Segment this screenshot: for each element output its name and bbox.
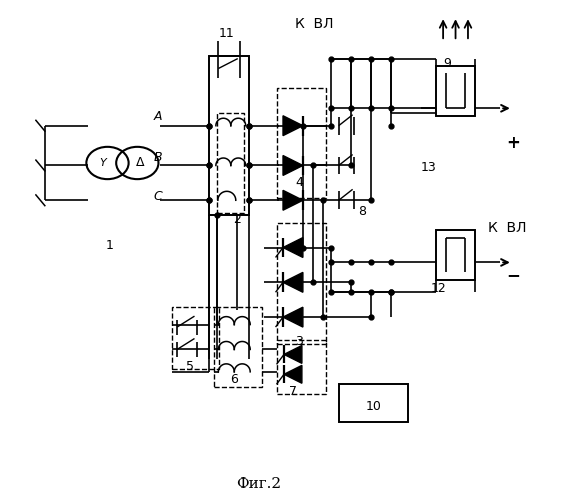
Bar bbox=[339, 384, 408, 422]
Bar bbox=[214, 307, 262, 386]
Text: 2: 2 bbox=[233, 212, 241, 226]
Text: −: − bbox=[506, 266, 520, 284]
Text: C: C bbox=[153, 190, 162, 203]
Polygon shape bbox=[284, 366, 302, 384]
Bar bbox=[436, 66, 475, 116]
Bar bbox=[277, 340, 326, 394]
Text: +: + bbox=[506, 134, 520, 152]
Text: 9: 9 bbox=[443, 57, 451, 70]
Bar bbox=[217, 114, 244, 212]
Text: 6: 6 bbox=[231, 373, 238, 386]
Polygon shape bbox=[283, 190, 303, 210]
Text: 3: 3 bbox=[295, 336, 303, 348]
Polygon shape bbox=[283, 272, 303, 292]
Text: 4: 4 bbox=[295, 176, 303, 190]
Text: 10: 10 bbox=[366, 400, 382, 413]
Polygon shape bbox=[283, 116, 303, 136]
Text: 5: 5 bbox=[186, 360, 194, 374]
Bar bbox=[210, 56, 249, 215]
Bar bbox=[172, 307, 219, 370]
Text: 12: 12 bbox=[431, 282, 446, 296]
Text: 13: 13 bbox=[420, 162, 436, 174]
Text: Δ: Δ bbox=[136, 156, 144, 170]
Text: К  ВЛ: К ВЛ bbox=[488, 220, 527, 234]
Polygon shape bbox=[283, 307, 303, 327]
Polygon shape bbox=[284, 346, 302, 364]
Text: B: B bbox=[153, 152, 162, 164]
Text: 8: 8 bbox=[358, 204, 366, 218]
Text: Y: Y bbox=[99, 158, 106, 168]
Bar bbox=[436, 230, 475, 280]
Text: Фиг.2: Фиг.2 bbox=[237, 476, 282, 490]
Polygon shape bbox=[283, 238, 303, 258]
Bar bbox=[277, 222, 326, 344]
Text: 1: 1 bbox=[106, 238, 114, 252]
Bar bbox=[277, 88, 326, 198]
Text: 7: 7 bbox=[289, 385, 297, 398]
Text: A: A bbox=[154, 110, 162, 123]
Text: К  ВЛ: К ВЛ bbox=[295, 17, 333, 31]
Text: 11: 11 bbox=[219, 27, 235, 40]
Polygon shape bbox=[283, 156, 303, 176]
